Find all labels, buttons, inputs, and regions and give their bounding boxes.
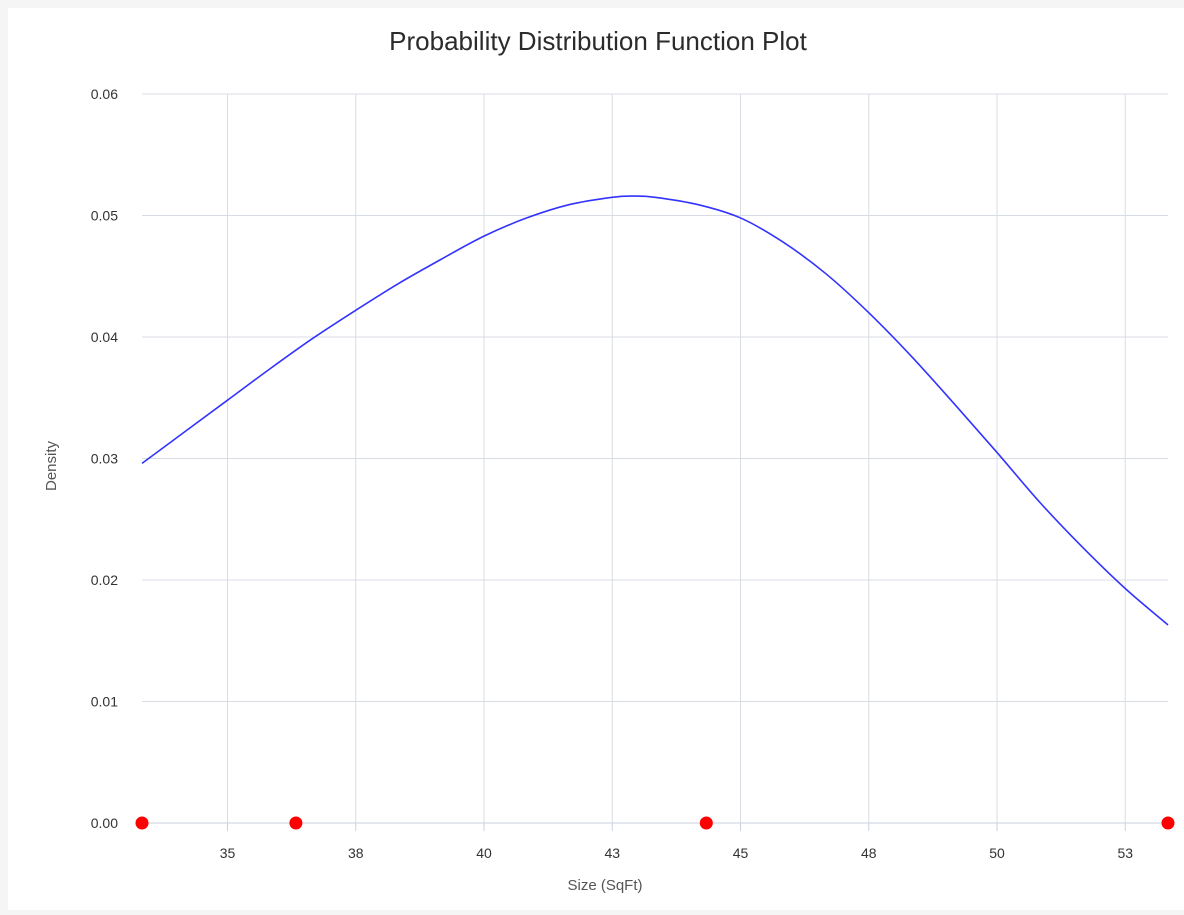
x-tick-label: 38 — [348, 845, 364, 861]
y-axis-title: Density — [43, 440, 60, 491]
density-curve — [141, 195, 1169, 626]
chart-panel: Probability Distribution Function Plot 0… — [8, 8, 1184, 910]
x-tick-label: 48 — [861, 845, 877, 861]
x-tick-label: 45 — [733, 845, 749, 861]
sample-point[interactable] — [135, 816, 149, 830]
chart-title: Probability Distribution Function Plot — [389, 26, 807, 56]
x-tick-label: 50 — [989, 845, 1005, 861]
sample-point[interactable] — [289, 816, 303, 830]
x-tick-label: 43 — [604, 845, 620, 861]
x-tick-label: 35 — [220, 845, 236, 861]
sample-point[interactable] — [1161, 816, 1175, 830]
y-tick-label: 0.06 — [91, 86, 118, 102]
grid-layer — [142, 93, 1168, 831]
x-tick-label: 40 — [476, 845, 492, 861]
series-layer — [135, 195, 1175, 830]
y-tick-label: 0.01 — [91, 694, 118, 710]
x-tick-label: 53 — [1117, 845, 1133, 861]
y-tick-label: 0.03 — [91, 451, 118, 467]
chart-svg: Probability Distribution Function Plot 0… — [43, 26, 1175, 894]
sample-point[interactable] — [699, 816, 713, 830]
y-tick-label: 0.00 — [91, 815, 118, 831]
y-tick-label: 0.04 — [91, 329, 118, 345]
y-tick-label: 0.05 — [91, 208, 118, 224]
y-tick-label: 0.02 — [91, 572, 118, 588]
x-axis-title: Size (SqFt) — [567, 877, 642, 894]
label-layer: 0.00 0.01 0.02 0.03 0.04 0.05 0.06 35 38 40 43 45 48… — [91, 86, 1133, 861]
